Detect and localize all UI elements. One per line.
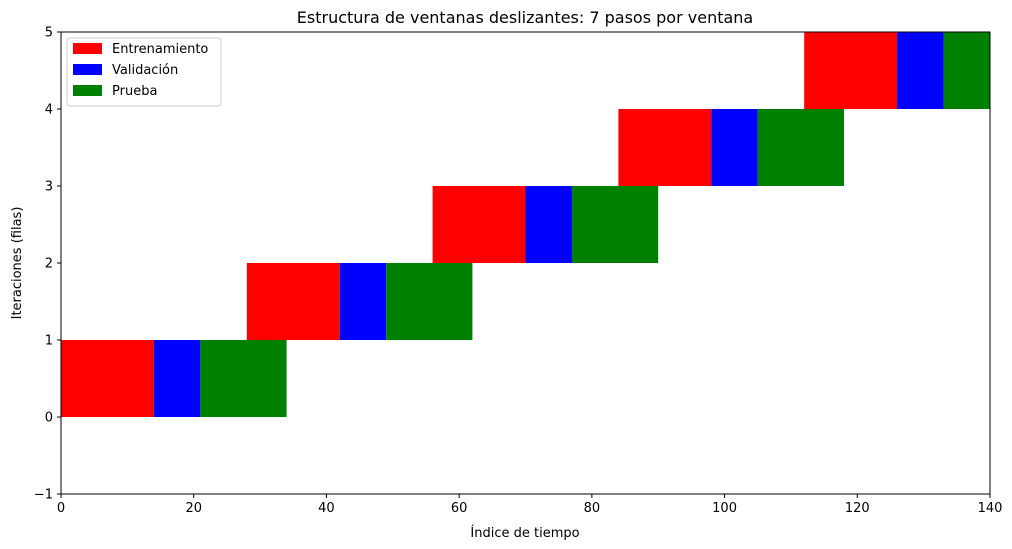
bar-entrenamiento-3 xyxy=(618,109,712,186)
bar-validaci-n-1 xyxy=(339,263,387,340)
bar-prueba-3 xyxy=(757,109,845,186)
bar-validaci-n-2 xyxy=(525,186,572,263)
bar-validaci-n-4 xyxy=(897,32,944,109)
legend-swatch xyxy=(73,64,102,75)
bar-validaci-n-0 xyxy=(153,340,201,417)
bar-entrenamiento-4 xyxy=(804,32,898,109)
chart-title: Estructura de ventanas deslizantes: 7 pa… xyxy=(297,8,753,27)
y-tick-label: 4 xyxy=(45,103,53,118)
x-tick-label: 20 xyxy=(185,501,202,516)
bar-entrenamiento-0 xyxy=(61,340,154,417)
legend-swatch xyxy=(73,43,102,54)
y-tick-label: −1 xyxy=(34,488,53,503)
x-axis-label: Índice de tiempo xyxy=(470,525,579,541)
bars-group xyxy=(61,32,990,417)
x-tick-label: 0 xyxy=(57,501,65,516)
legend-frame xyxy=(66,37,222,107)
legend-swatch xyxy=(73,85,102,96)
bar-prueba-4 xyxy=(943,32,990,109)
bar-prueba-0 xyxy=(200,340,287,417)
bar-prueba-2 xyxy=(571,186,659,263)
legend-label: Entrenamiento xyxy=(112,42,208,57)
y-tick-label: 5 xyxy=(45,26,53,41)
x-tick-label: 40 xyxy=(318,501,335,516)
legend: Entrenamiento Validación Prueba xyxy=(66,37,222,107)
x-tick-label: 80 xyxy=(584,501,601,516)
legend-label: Validación xyxy=(112,63,178,78)
x-tick-label: 120 xyxy=(845,501,870,516)
y-tick-label: 3 xyxy=(45,180,53,195)
y-tick-label: 2 xyxy=(45,257,53,272)
y-axis-label: Iteraciones (filas) xyxy=(10,207,25,320)
x-tick-label: 140 xyxy=(978,501,1003,516)
y-tick-label: 0 xyxy=(45,411,53,426)
y-tick-label: 1 xyxy=(45,334,53,349)
bar-entrenamiento-2 xyxy=(432,186,526,263)
x-tick-label: 60 xyxy=(451,501,468,516)
bar-entrenamiento-1 xyxy=(246,263,340,340)
x-tick-label: 100 xyxy=(712,501,737,516)
bar-validaci-n-3 xyxy=(711,109,758,186)
x-axis: 0 20 40 60 80 100 120 140 xyxy=(57,494,1003,516)
legend-label: Prueba xyxy=(112,84,157,99)
y-axis: −1 0 1 2 3 4 5 xyxy=(34,26,61,503)
bar-prueba-1 xyxy=(386,263,473,340)
